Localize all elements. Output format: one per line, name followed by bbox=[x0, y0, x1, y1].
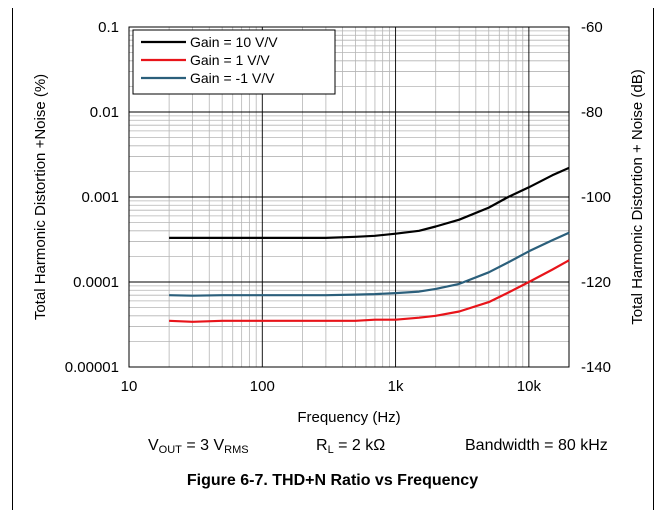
y-axis-right-label: Total Harmonic Distortion + Noise (dB) bbox=[629, 69, 646, 325]
series-line-1 bbox=[169, 259, 570, 323]
legend-box bbox=[132, 29, 336, 95]
y-right-tick-label: -60 bbox=[581, 19, 603, 36]
rl-symbol: R bbox=[316, 437, 328, 454]
y-left-tick-label: 0.001 bbox=[81, 189, 119, 206]
series-line-0 bbox=[169, 166, 570, 239]
y-right-tick-label: -120 bbox=[581, 274, 611, 291]
legend-label: Gain = -1 V/V bbox=[190, 70, 275, 86]
y-right-tick-label: -80 bbox=[581, 104, 603, 121]
plot-area-frame bbox=[128, 26, 570, 368]
vout-unit-subscript: RMS bbox=[224, 444, 249, 456]
y-left-tick-label: 0.1 bbox=[98, 19, 119, 36]
rl-value: = 2 kΩ bbox=[333, 437, 386, 454]
page-frame-left-border bbox=[12, 8, 13, 510]
vout-value: = 3 V bbox=[181, 437, 225, 454]
thd-chart: Gain = 10 V/V Gain = 1 V/V Gain = -1 V/V 1… bbox=[32, 19, 646, 426]
legend-label: Gain = 10 V/V bbox=[190, 34, 278, 50]
series-line-2 bbox=[169, 231, 570, 297]
condition-bandwidth: Bandwidth = 80 kHz bbox=[465, 437, 608, 454]
tick-labels: 10 100 1k 10k 0.1 0.01 0.001 0.0001 0.00001 -60 -8… bbox=[65, 19, 611, 395]
condition-rl: RL = 2 kΩ bbox=[316, 437, 385, 456]
condition-vout: VOUT = 3 VRMS bbox=[148, 437, 249, 456]
y-left-tick-label: 0.0001 bbox=[73, 274, 119, 291]
series-lines bbox=[169, 166, 570, 323]
y-left-tick-label: 0.01 bbox=[90, 104, 119, 121]
legend: Gain = 10 V/V Gain = 1 V/V Gain = -1 V/V bbox=[132, 29, 336, 95]
vout-subscript: OUT bbox=[158, 444, 182, 456]
x-tick-label: 10k bbox=[517, 378, 542, 395]
x-tick-label: 10 bbox=[121, 378, 138, 395]
y-right-tick-label: -140 bbox=[581, 359, 611, 376]
rl-subscript: L bbox=[327, 444, 334, 456]
figure-caption: Figure 6-7. THD+N Ratio vs Frequency bbox=[186, 472, 479, 489]
y-left-tick-label: 0.00001 bbox=[65, 359, 119, 376]
page-frame-right-border bbox=[653, 8, 654, 510]
x-tick-label: 100 bbox=[250, 378, 275, 395]
x-tick-label: 1k bbox=[388, 378, 404, 395]
major-gridlines bbox=[128, 26, 569, 368]
x-axis-label: Frequency (Hz) bbox=[297, 409, 400, 426]
y-axis-left-label: Total Harmonic Distortion +Noise (%) bbox=[32, 74, 49, 320]
legend-label: Gain = 1 V/V bbox=[190, 52, 270, 68]
y-right-tick-label: -100 bbox=[581, 189, 611, 206]
vout-symbol: V bbox=[148, 437, 159, 454]
